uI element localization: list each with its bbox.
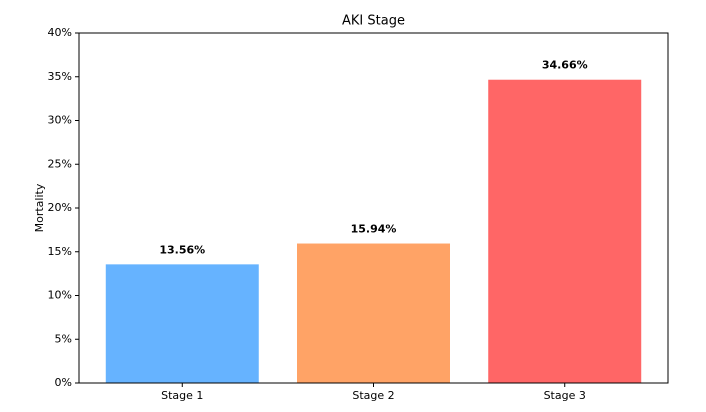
y-axis-label: Mortality <box>33 183 46 232</box>
x-tick-label: Stage 3 <box>544 389 586 402</box>
value-label: 34.66% <box>542 59 588 72</box>
value-label: 13.56% <box>159 243 205 256</box>
y-tick-label: 5% <box>55 332 72 345</box>
y-tick-label: 35% <box>48 70 72 83</box>
bar <box>297 243 450 383</box>
y-tick-label: 10% <box>48 289 72 302</box>
y-tick-label: 25% <box>48 157 72 170</box>
value-label: 15.94% <box>351 223 397 236</box>
x-tick-label: Stage 1 <box>161 389 203 402</box>
x-tick-label: Stage 2 <box>352 389 394 402</box>
bar <box>105 264 259 383</box>
bar <box>488 79 642 383</box>
y-tick-label: 15% <box>48 245 72 258</box>
y-tick-label: 20% <box>48 201 72 214</box>
y-tick-label: 30% <box>48 114 72 127</box>
chart-title: AKI Stage <box>342 14 405 29</box>
plot-frame <box>78 32 669 384</box>
y-tick-label: 0% <box>55 376 72 389</box>
y-tick-label: 40% <box>48 26 72 39</box>
